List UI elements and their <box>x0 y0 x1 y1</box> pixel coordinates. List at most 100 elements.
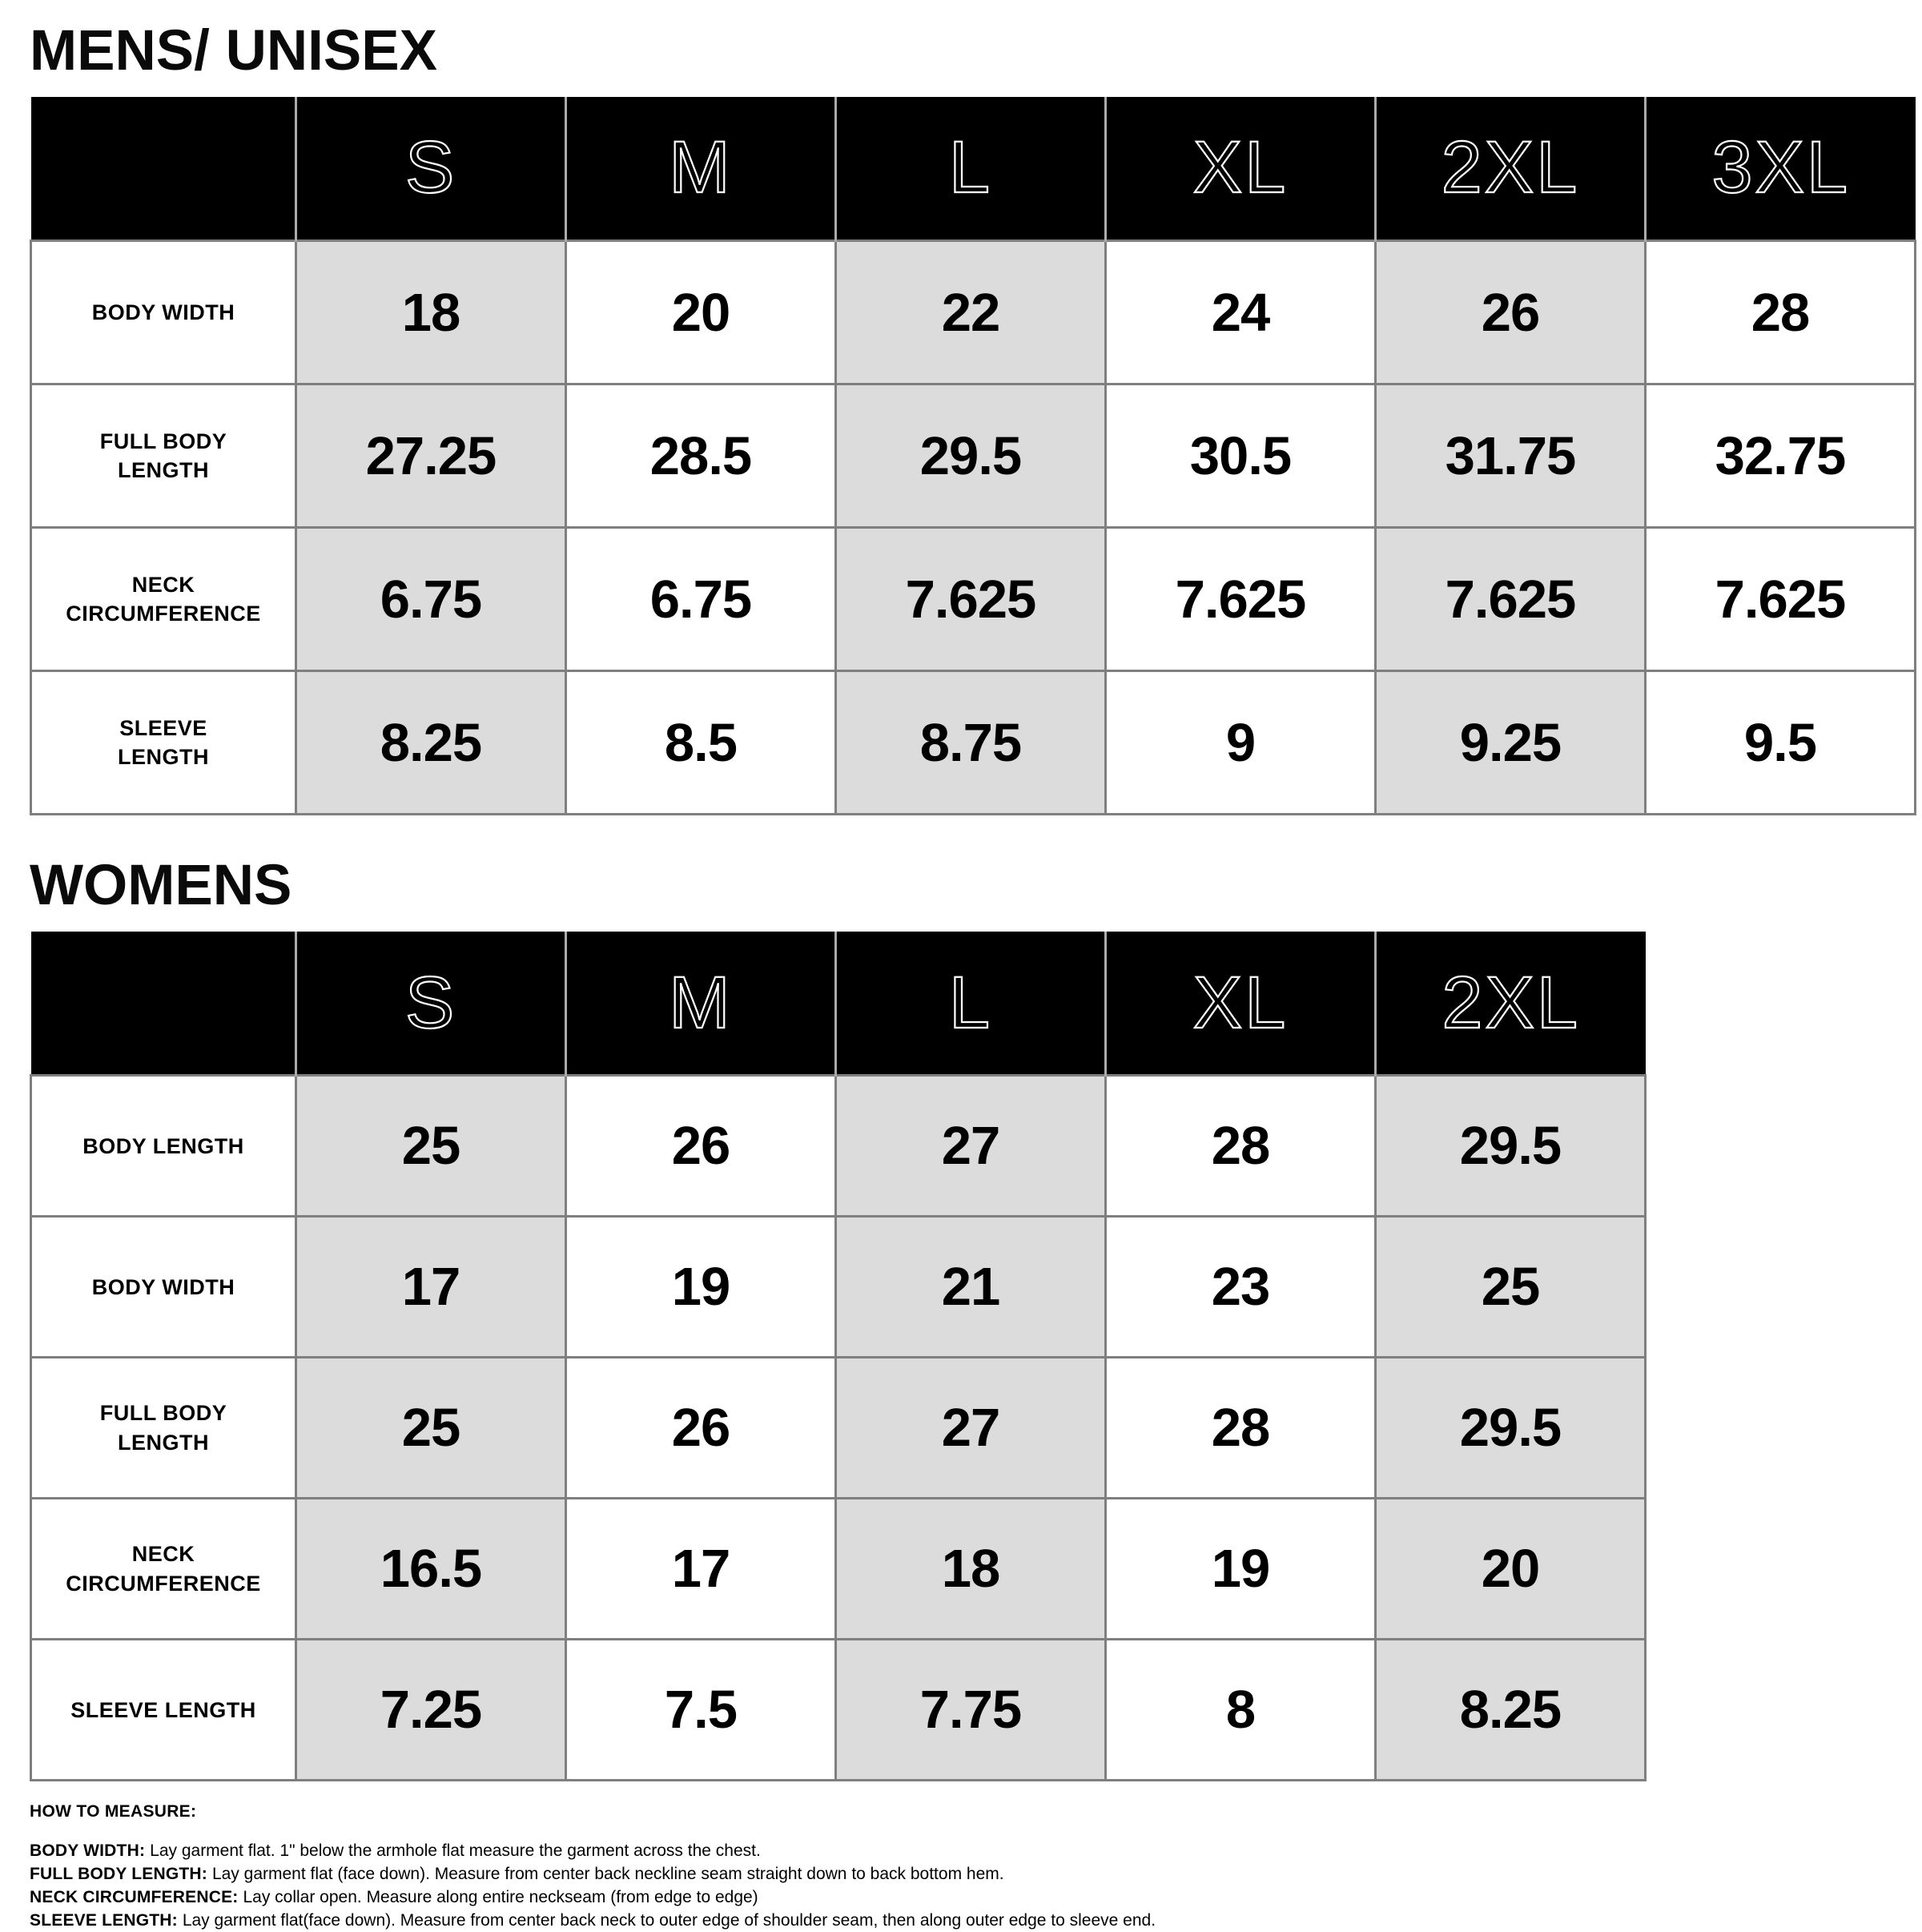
table-row: NECK CIRCUMFERENCE 16.5 17 18 19 20 <box>30 1497 1647 1641</box>
mens-size-table: S M L XL 2XL 3XL BODY WIDTH 18 20 22 24 … <box>30 96 1916 816</box>
size-value-cell: 18 <box>834 1497 1107 1641</box>
mens-size-header-xl: XL <box>1104 96 1376 241</box>
mens-size-header-s: S <box>295 96 566 241</box>
size-value-cell: 7.5 <box>565 1638 837 1782</box>
size-value-cell: 25 <box>295 1074 567 1218</box>
size-value-cell: 27 <box>834 1074 1107 1218</box>
size-label: XL <box>1192 960 1289 1044</box>
row-label: FULL BODY LENGTH <box>30 1356 297 1500</box>
size-value-cell: 7.75 <box>834 1638 1107 1782</box>
size-value-cell: 6.75 <box>295 526 567 673</box>
measure-description: Lay garment flat (face down). Measure fr… <box>211 1865 1004 1884</box>
row-label: BODY LENGTH <box>30 1074 297 1218</box>
table-row: SLEEVE LENGTH 7.25 7.5 7.75 8 8.25 <box>30 1638 1647 1782</box>
size-value-cell: 8.25 <box>295 670 567 816</box>
table-row: BODY LENGTH 25 26 27 28 29.5 <box>30 1074 1647 1218</box>
size-value-cell: 26 <box>565 1356 837 1500</box>
mens-header-row: S M L XL 2XL 3XL <box>30 96 1916 241</box>
size-value-cell: 30.5 <box>1104 383 1377 529</box>
size-value-cell: 8 <box>1104 1638 1377 1782</box>
size-value-cell: 9 <box>1104 670 1377 816</box>
size-value-cell: 7.625 <box>1104 526 1377 673</box>
size-value-cell: 29.5 <box>1374 1074 1647 1218</box>
size-value-cell: 28 <box>1104 1074 1377 1218</box>
table-row: FULL BODY LENGTH 25 26 27 28 29.5 <box>30 1356 1647 1500</box>
size-value-cell: 16.5 <box>295 1497 567 1641</box>
row-label: BODY WIDTH <box>30 1215 297 1359</box>
size-value-cell: 27.25 <box>295 383 567 529</box>
size-value-cell: 18 <box>295 239 567 386</box>
womens-size-header-m: M <box>565 931 836 1076</box>
size-value-cell: 7.625 <box>1644 526 1916 673</box>
measure-term: NECK CIRCUMFERENCE: <box>30 1888 239 1907</box>
size-value-cell: 24 <box>1104 239 1377 386</box>
size-label: M <box>668 960 733 1044</box>
table-row: FULL BODY LENGTH 27.25 28.5 29.5 30.5 31… <box>30 383 1916 529</box>
size-label: 2XL <box>1441 960 1581 1044</box>
mens-corner-cell <box>30 96 296 241</box>
size-value-cell: 31.75 <box>1374 383 1647 529</box>
size-value-cell: 19 <box>565 1215 837 1359</box>
size-value-cell: 6.75 <box>565 526 837 673</box>
row-label: SLEEVE LENGTH <box>30 1638 297 1782</box>
size-value-cell: 20 <box>565 239 837 386</box>
size-value-cell: 26 <box>1374 239 1647 386</box>
measure-definition-neck-circumference: NECK CIRCUMFERENCE: Lay collar open. Meas… <box>30 1886 1892 1909</box>
size-value-cell: 8.25 <box>1374 1638 1647 1782</box>
womens-header-row: S M L XL 2XL <box>30 931 1646 1076</box>
measure-term: FULL BODY LENGTH: <box>30 1865 207 1884</box>
mens-size-header-3xl: 3XL <box>1644 96 1916 241</box>
size-value-cell: 28.5 <box>565 383 837 529</box>
womens-size-header-xl: XL <box>1104 931 1376 1076</box>
measure-definition-full-body-length: FULL BODY LENGTH: Lay garment flat (face … <box>30 1862 1892 1886</box>
size-label: S <box>404 126 457 209</box>
size-value-cell: 23 <box>1104 1215 1377 1359</box>
womens-size-header-s: S <box>295 931 566 1076</box>
table-row: NECK CIRCUMFERENCE 6.75 6.75 7.625 7.625… <box>30 526 1916 673</box>
measure-description: Lay garment flat. 1" below the armhole f… <box>150 1841 761 1861</box>
size-value-cell: 28 <box>1644 239 1916 386</box>
size-value-cell: 22 <box>834 239 1107 386</box>
size-label: L <box>948 960 993 1044</box>
measure-definition-body-width: BODY WIDTH: Lay garment flat. 1" below th… <box>30 1839 1892 1862</box>
table-row: BODY WIDTH 18 20 22 24 26 28 <box>30 239 1916 386</box>
size-value-cell: 29.5 <box>834 383 1107 529</box>
mens-section-title: MENS/ UNISEX <box>30 19 437 83</box>
size-value-cell: 28 <box>1104 1356 1377 1500</box>
how-to-measure-section: HOW TO MEASURE: BODY WIDTH: Lay garment f… <box>30 1802 1892 1932</box>
row-label: BODY WIDTH <box>30 239 297 386</box>
womens-section-title: WOMENS <box>30 854 292 918</box>
size-value-cell: 25 <box>295 1356 567 1500</box>
table-row: SLEEVE LENGTH 8.25 8.5 8.75 9 9.25 9.5 <box>30 670 1916 816</box>
womens-size-header-2xl: 2XL <box>1374 931 1646 1076</box>
size-value-cell: 21 <box>834 1215 1107 1359</box>
size-value-cell: 8.75 <box>834 670 1107 816</box>
size-value-cell: 9.5 <box>1644 670 1916 816</box>
size-value-cell: 17 <box>295 1215 567 1359</box>
size-value-cell: 7.625 <box>834 526 1107 673</box>
mens-size-header-m: M <box>565 96 836 241</box>
how-to-measure-heading: HOW TO MEASURE: <box>30 1802 197 1821</box>
size-value-cell: 19 <box>1104 1497 1377 1641</box>
row-label: NECK CIRCUMFERENCE <box>30 1497 297 1641</box>
measure-term: SLEEVE LENGTH: <box>30 1911 178 1930</box>
mens-size-header-2xl: 2XL <box>1374 96 1646 241</box>
size-value-cell: 25 <box>1374 1215 1647 1359</box>
row-label: FULL BODY LENGTH <box>30 383 297 529</box>
size-value-cell: 8.5 <box>565 670 837 816</box>
measure-description: Lay collar open. Measure along entire ne… <box>243 1888 758 1907</box>
size-value-cell: 9.25 <box>1374 670 1647 816</box>
womens-size-table: S M L XL 2XL BODY LENGTH 25 26 27 28 29.… <box>30 931 1647 1782</box>
measure-term: BODY WIDTH: <box>30 1841 146 1861</box>
size-label: 3XL <box>1711 126 1851 209</box>
size-label: 2XL <box>1441 126 1580 209</box>
size-label: XL <box>1192 126 1289 209</box>
size-value-cell: 7.625 <box>1374 526 1647 673</box>
table-row: BODY WIDTH 17 19 21 23 25 <box>30 1215 1647 1359</box>
row-label: SLEEVE LENGTH <box>30 670 297 816</box>
womens-corner-cell <box>30 931 296 1076</box>
measure-description: Lay garment flat(face down). Measure fro… <box>182 1911 1156 1930</box>
row-label: NECK CIRCUMFERENCE <box>30 526 297 673</box>
size-value-cell: 17 <box>565 1497 837 1641</box>
